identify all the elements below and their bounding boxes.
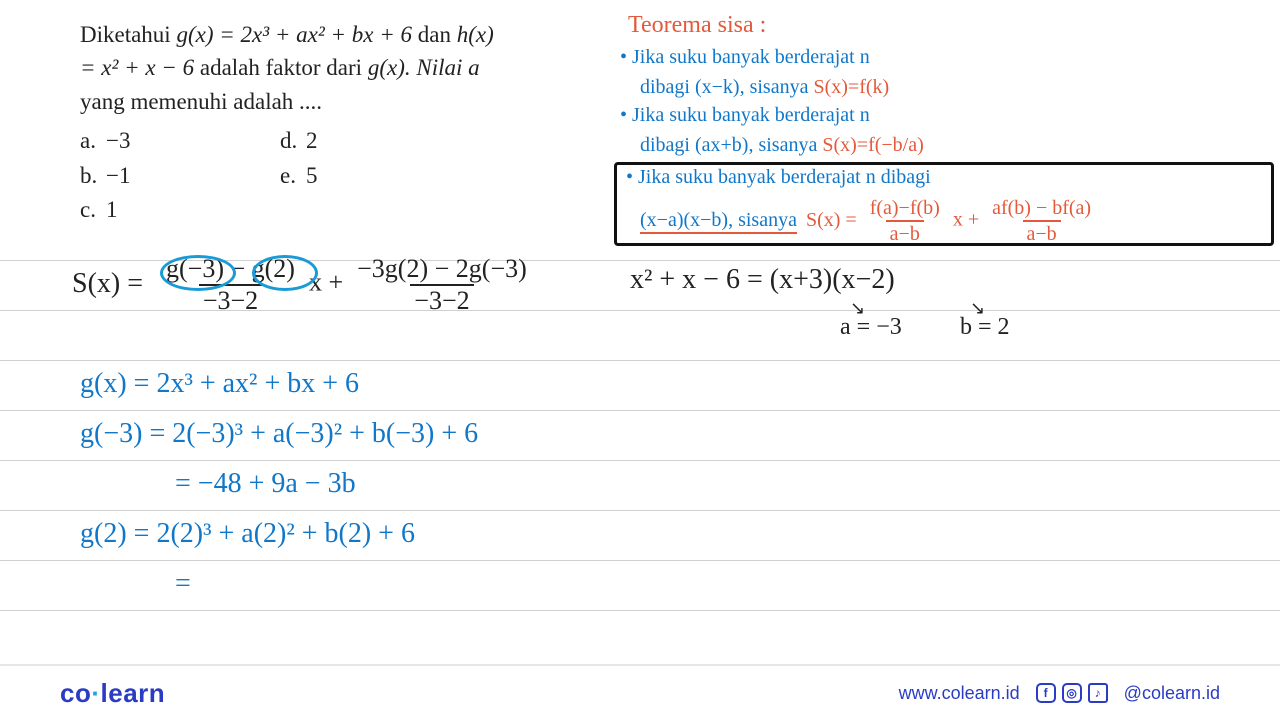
opt-c-val: 1 bbox=[106, 197, 118, 222]
prob-l2-post: adalah faktor dari bbox=[194, 55, 368, 80]
factor-line: x² + x − 6 = (x+3)(x−2) bbox=[630, 264, 895, 296]
prob-l2-end: g(x). Nilai a bbox=[368, 55, 480, 80]
problem-block: Diketahui g(x) = 2x³ + ax² + bx + 6 dan … bbox=[80, 18, 600, 228]
brand-dot: · bbox=[91, 678, 100, 708]
gx-def: g(x) = 2x³ + ax² + bx + 6 bbox=[80, 368, 359, 400]
opt-e-letter: e. bbox=[280, 159, 306, 194]
prob-l3: yang memenuhi adalah .... bbox=[80, 85, 600, 118]
boxed-l1: • Jika suku banyak berderajat n dibagi bbox=[626, 166, 931, 189]
prob-l1-math: g(x) = 2x³ + ax² + bx + 6 bbox=[176, 22, 412, 47]
opt-b-val: −1 bbox=[106, 163, 130, 188]
note1-tail: S(x)=f(k) bbox=[813, 76, 889, 98]
note2-cont: dibagi (ax+b), sisanya bbox=[640, 134, 817, 156]
tiktok-icon: ♪ bbox=[1088, 683, 1108, 703]
boxed-f2n: af(b) − bf(a) bbox=[988, 198, 1095, 220]
prob-l2-math: = x² + x − 6 bbox=[80, 55, 194, 80]
opt-a-val: −3 bbox=[106, 128, 130, 153]
note1-line1: • Jika suku banyak berderajat n bbox=[620, 46, 870, 69]
sx-label: S(x) = bbox=[72, 268, 143, 300]
opt-c-letter: c. bbox=[80, 193, 106, 228]
opt-a-letter: a. bbox=[80, 124, 106, 159]
boxed-l2a: (x−a)(x−b), sisanya bbox=[640, 209, 797, 234]
circle-g-2 bbox=[252, 255, 318, 291]
note2-line1: • Jika suku banyak berderajat n bbox=[620, 104, 870, 127]
opt-d-val: 2 bbox=[306, 128, 318, 153]
notes-title: Teorema sisa : bbox=[628, 12, 766, 39]
brand-right: learn bbox=[101, 678, 166, 708]
b-value: b = 2 bbox=[960, 314, 1010, 341]
a-value: a = −3 bbox=[840, 314, 902, 341]
boxed-f2d: a−b bbox=[1023, 220, 1061, 244]
circle-g-neg3 bbox=[160, 255, 236, 291]
note1-cont: dibagi (x−k), sisanya bbox=[640, 76, 808, 98]
instagram-icon: ◎ bbox=[1062, 683, 1082, 703]
social-icons: f ◎ ♪ bbox=[1036, 683, 1108, 703]
g2-l2: = bbox=[175, 568, 191, 600]
boxed-sx: S(x) = bbox=[806, 209, 857, 231]
brand-logo: co·learn bbox=[60, 678, 165, 709]
boxed-mid: x + bbox=[953, 209, 979, 231]
prob-l1-pre: Diketahui bbox=[80, 22, 176, 47]
options-block: a.−3 b.−1 c.1 d.2 e.5 bbox=[80, 124, 600, 228]
opt-b-letter: b. bbox=[80, 159, 106, 194]
footer: co·learn www.colearn.id f ◎ ♪ @colearn.i… bbox=[0, 664, 1280, 720]
opt-e-val: 5 bbox=[306, 163, 318, 188]
footer-url: www.colearn.id bbox=[899, 683, 1020, 704]
prob-l1-end: h(x) bbox=[457, 22, 494, 47]
gm3-l2: = −48 + 9a − 3b bbox=[175, 468, 356, 500]
opt-d-letter: d. bbox=[280, 124, 306, 159]
g2-l1: g(2) = 2(2)³ + a(2)² + b(2) + 6 bbox=[80, 518, 415, 550]
footer-handle: @colearn.id bbox=[1124, 683, 1220, 704]
boxed-f1d: a−b bbox=[886, 220, 924, 244]
boxed-f1n: f(a)−f(b) bbox=[866, 198, 944, 220]
note2-tail: S(x)=f(−b/a) bbox=[822, 134, 923, 156]
sx-den2: −3−2 bbox=[410, 284, 473, 314]
gm3-l1: g(−3) = 2(−3)³ + a(−3)² + b(−3) + 6 bbox=[80, 418, 478, 450]
prob-l1-post: dan bbox=[412, 22, 457, 47]
sx-num2: −3g(2) − 2g(−3) bbox=[353, 256, 531, 284]
facebook-icon: f bbox=[1036, 683, 1056, 703]
brand-left: co bbox=[60, 678, 91, 708]
